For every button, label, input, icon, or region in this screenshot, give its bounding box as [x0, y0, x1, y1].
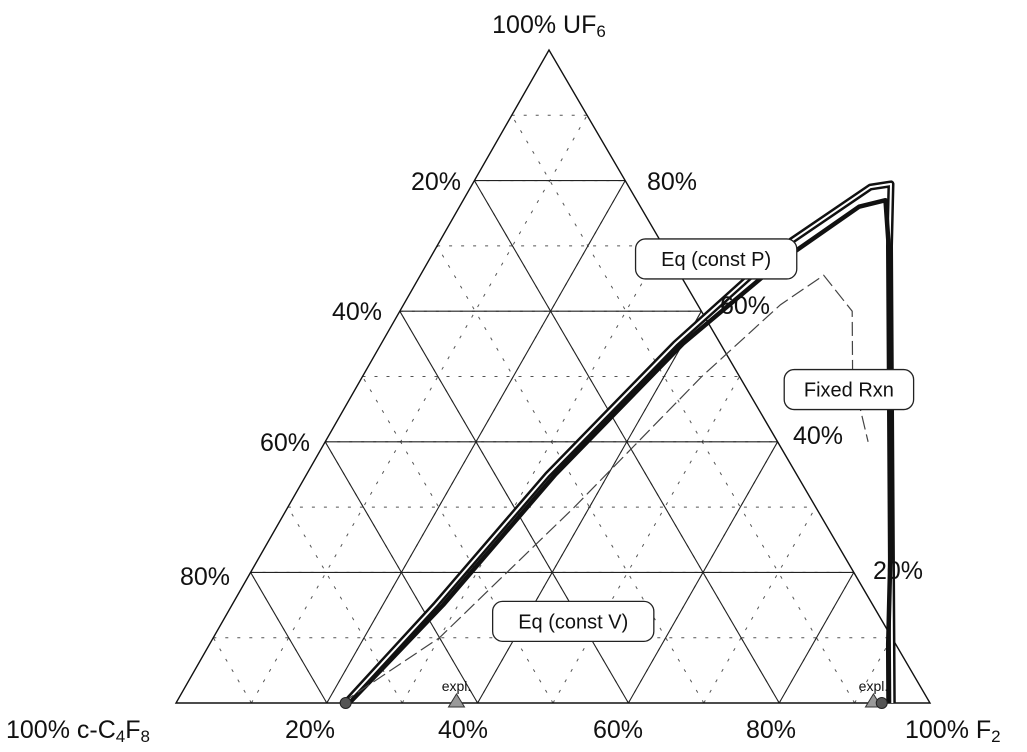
bottom-tick-label: 20% [285, 716, 335, 744]
explosion-marker-label: expl. [442, 678, 472, 694]
right-tick-label: 60% [720, 292, 770, 320]
major-grid-line [778, 572, 855, 704]
triangle-outline [174, 48, 932, 704]
major-grid-line [250, 572, 328, 704]
explosion-marker-label: expl. [859, 678, 889, 694]
right-tick-label: 80% [647, 168, 697, 196]
bottom-tick-label: 40% [438, 716, 488, 744]
minor-grid-line [287, 506, 403, 704]
callout-label: Eq (const V) [518, 611, 628, 633]
series-line-fixed-rxn [341, 274, 869, 704]
left-tick-label: 20% [411, 168, 461, 196]
callout-label: Eq (const P) [661, 249, 771, 271]
major-grid-line [477, 310, 702, 704]
vertex-label-c4f8: 100% c-C4F8 [6, 716, 150, 746]
callout-box [634, 238, 798, 280]
callout-eq-const-v: Eq (const V) [491, 600, 655, 643]
minor-grid-line [250, 115, 588, 704]
minor-grid-line [436, 245, 705, 704]
right-tick-label: 40% [793, 422, 843, 450]
endpoint-marker [875, 697, 888, 709]
vertex-label-uf6: 100% UF6 [492, 11, 606, 41]
explosion-marker [447, 693, 466, 708]
markers-layer: expl. expl. [339, 678, 889, 709]
minor-grid-line [552, 376, 740, 704]
vertex-label-f2: 100% F2 [905, 716, 1001, 746]
endpoint-marker [339, 697, 352, 709]
callout-box [491, 600, 655, 643]
minor-grid-line [212, 637, 252, 704]
bottom-tick-label: 60% [593, 716, 643, 744]
series-layer [341, 180, 896, 706]
callout-fixed-rxn: Fixed Rxn [783, 368, 915, 411]
major-grid [250, 180, 855, 704]
callouts-layer: Eq (const P) Fixed Rxn Eq (const V) [491, 238, 915, 643]
callout-eq-const-p: Eq (const P) [634, 238, 798, 280]
left-tick-label: 80% [180, 563, 230, 591]
minor-grid-line [703, 506, 817, 704]
major-grid-line [324, 441, 479, 704]
bottom-tick-label: 80% [746, 716, 796, 744]
right-tick-label: 20% [873, 557, 923, 585]
major-grid-line [627, 441, 779, 704]
left-tick-label: 40% [332, 298, 382, 326]
series-line-eq-const-v [347, 197, 894, 705]
left-tick-label: 60% [260, 429, 310, 457]
callout-label: Fixed Rxn [804, 380, 894, 402]
callout-box [783, 368, 915, 411]
minor-grid-line [854, 637, 893, 704]
